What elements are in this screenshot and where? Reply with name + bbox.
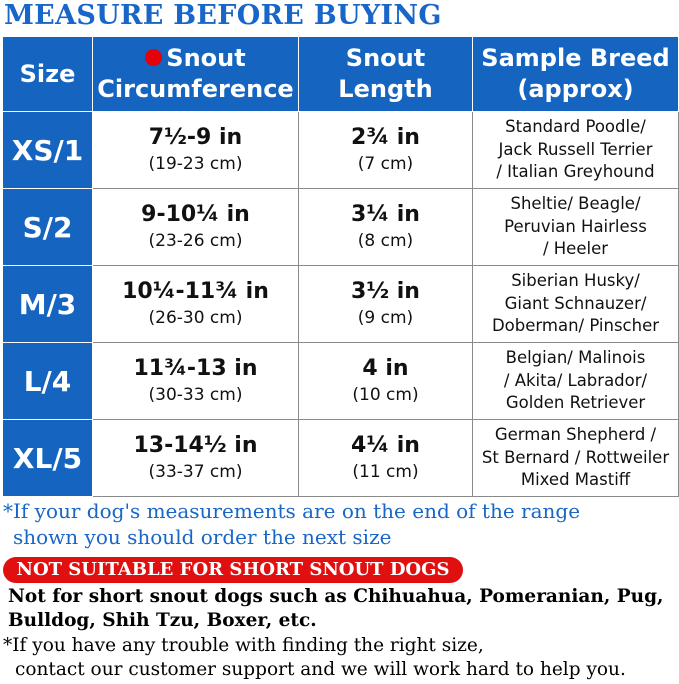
size-cell: XS/1 [2, 111, 93, 189]
length-cell: 4¼ in (11 cm) [298, 419, 473, 497]
circumference-cell: 13-14½ in (33-37 cm) [92, 419, 299, 497]
circumference-inches: 11¾-13 in [133, 356, 258, 381]
length-cm: (9 cm) [357, 308, 414, 328]
table-row: L/4 11¾-13 in (30-33 cm) 4 in (10 cm) Be… [2, 342, 679, 420]
length-cm: (7 cm) [357, 154, 414, 174]
size-chart-table: Size Snout Circumference Snout Length Sa… [2, 36, 679, 497]
breed-line: Doberman/ Pinscher [491, 316, 660, 336]
header-circ-line1: Snout [166, 44, 246, 72]
size-cell: XL/5 [2, 419, 93, 497]
length-inches: 3¼ in [351, 202, 420, 227]
circumference-cell: 11¾-13 in (30-33 cm) [92, 342, 299, 420]
size-cell: S/2 [2, 188, 93, 266]
circumference-cm: (23-26 cm) [148, 231, 243, 251]
page-title: MEASURE BEFORE BUYING [4, 0, 442, 31]
circumference-inches: 9-10¼ in [141, 202, 250, 227]
breed-cell: Belgian/ Malinois / Akita/ Labrador/ Gol… [472, 342, 679, 420]
breed-line: Giant Schnauzer/ [504, 293, 647, 313]
length-cell: 4 in (10 cm) [298, 342, 473, 420]
length-cell: 2¾ in (7 cm) [298, 111, 473, 189]
length-cm: (11 cm) [352, 462, 419, 482]
header-breed-line2: (approx) [517, 75, 634, 103]
red-dot-icon [145, 48, 163, 66]
circumference-cm: (33-37 cm) [148, 462, 243, 482]
length-cm: (8 cm) [357, 231, 414, 251]
breed-line: Sheltie/ Beagle/ [510, 194, 641, 214]
length-cm: (10 cm) [352, 385, 419, 405]
length-inches: 4 in [362, 356, 409, 381]
breed-line: / Akita/ Labrador/ [503, 370, 648, 390]
table-row: M/3 10¼-11¾ in (26-30 cm) 3½ in (9 cm) S… [2, 265, 679, 343]
header-snout-circumference: Snout Circumference [92, 36, 299, 112]
length-cell: 3½ in (9 cm) [298, 265, 473, 343]
circumference-cm: (19-23 cm) [148, 154, 243, 174]
header-len-line1: Snout [345, 44, 426, 72]
breed-line: Golden Retriever [505, 393, 646, 413]
warning-banner: NOT SUITABLE FOR SHORT SNOUT DOGS [3, 557, 463, 583]
breed-line: Siberian Husky/ [511, 271, 640, 291]
breed-line: Peruvian Hairless [504, 216, 647, 236]
range-note-line1: *If your dog's measurements are on the e… [3, 499, 581, 523]
header-snout-length: Snout Length [298, 36, 473, 112]
breed-cell: Sheltie/ Beagle/ Peruvian Hairless / Hee… [472, 188, 679, 266]
support-note: *If you have any trouble with finding th… [3, 634, 677, 682]
circumference-cm: (30-33 cm) [148, 385, 243, 405]
range-note: *If your dog's measurements are on the e… [3, 498, 675, 550]
breed-line: / Heeler [542, 239, 609, 259]
header-breed-line1: Sample Breed [481, 44, 670, 72]
short-snout-line1: Not for short snout dogs such as Chihuah… [8, 586, 664, 607]
circumference-inches: 7½-9 in [148, 125, 243, 150]
circumference-cell: 9-10¼ in (23-26 cm) [92, 188, 299, 266]
length-inches: 3½ in [351, 279, 420, 304]
table-header-row: Size Snout Circumference Snout Length Sa… [2, 36, 679, 112]
breed-line: German Shepherd / [494, 425, 657, 445]
breed-line: Standard Poodle/ [505, 117, 646, 137]
size-cell: L/4 [2, 342, 93, 420]
breed-line: Mixed Mastiff [520, 470, 631, 490]
header-circ-line2: Circumference [97, 75, 294, 103]
circumference-inches: 13-14½ in [133, 433, 258, 458]
length-inches: 4¼ in [351, 433, 420, 458]
range-note-line2: shown you should order the next size [13, 525, 392, 549]
support-line1: *If you have any trouble with finding th… [3, 635, 484, 656]
circumference-inches: 10¼-11¾ in [122, 279, 269, 304]
length-inches: 2¾ in [351, 125, 420, 150]
header-len-line2: Length [338, 75, 433, 103]
header-size-label: Size [19, 59, 76, 88]
table-row: XL/5 13-14½ in (33-37 cm) 4¼ in (11 cm) … [2, 419, 679, 497]
header-size: Size [2, 36, 93, 112]
short-snout-note: Not for short snout dogs such as Chihuah… [8, 585, 676, 633]
circumference-cm: (26-30 cm) [148, 308, 243, 328]
breed-cell: German Shepherd / St Bernard / Rottweile… [472, 419, 679, 497]
circumference-cell: 10¼-11¾ in (26-30 cm) [92, 265, 299, 343]
support-line2: contact our customer support and we will… [15, 659, 626, 680]
table-row: XS/1 7½-9 in (19-23 cm) 2¾ in (7 cm) Sta… [2, 111, 679, 189]
breed-cell: Standard Poodle/ Jack Russell Terrier / … [472, 111, 679, 189]
breed-line: Jack Russell Terrier [498, 139, 653, 159]
short-snout-line2: Bulldog, Shih Tzu, Boxer, etc. [8, 610, 317, 631]
breed-cell: Siberian Husky/ Giant Schnauzer/ Doberma… [472, 265, 679, 343]
table-row: S/2 9-10¼ in (23-26 cm) 3¼ in (8 cm) She… [2, 188, 679, 266]
breed-line: / Italian Greyhound [496, 162, 655, 182]
length-cell: 3¼ in (8 cm) [298, 188, 473, 266]
circumference-cell: 7½-9 in (19-23 cm) [92, 111, 299, 189]
breed-line: Belgian/ Malinois [505, 348, 646, 368]
header-sample-breed: Sample Breed (approx) [472, 36, 679, 112]
breed-line: St Bernard / Rottweiler [481, 447, 670, 467]
size-cell: M/3 [2, 265, 93, 343]
